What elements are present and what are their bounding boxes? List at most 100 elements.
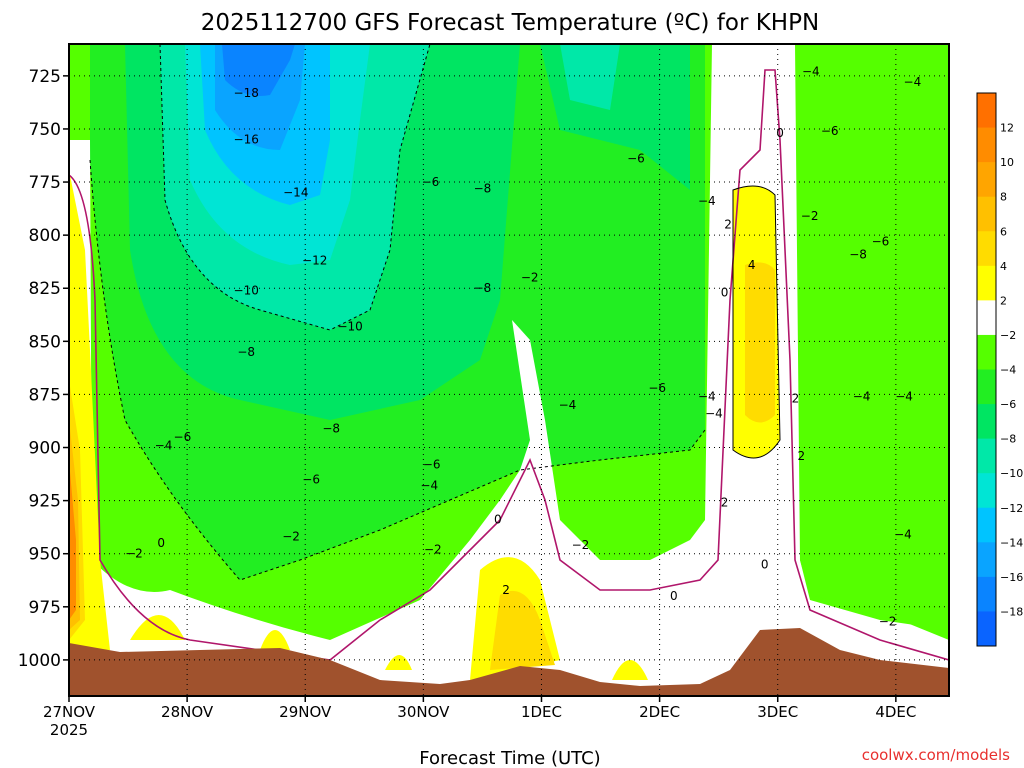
terrain-surface bbox=[69, 628, 949, 696]
contour-label: 0 bbox=[721, 285, 729, 299]
contour-label: 2 bbox=[721, 496, 729, 510]
contour-label: −6 bbox=[648, 381, 666, 395]
contour-labels: −18 −16 −14 −12 −10 −10 −8 −8 −8 −8 −8 −6 −6 −6 −6 −6 −6… bbox=[125, 65, 922, 629]
contour-label: 2 bbox=[502, 583, 510, 597]
grid-lines bbox=[69, 44, 949, 696]
contour-label: 0 bbox=[761, 557, 769, 571]
y-tick-label: 975 bbox=[29, 598, 61, 618]
colorbar-swatch bbox=[977, 438, 996, 474]
colorbar-swatch bbox=[977, 265, 996, 301]
colorbar-label: −6 bbox=[1000, 398, 1016, 411]
contour-label: −6 bbox=[422, 175, 440, 189]
contour-label: −6 bbox=[302, 472, 320, 486]
contour-label: −2 bbox=[125, 547, 143, 561]
x-tick-label: 4DEC bbox=[875, 703, 916, 721]
contour-label: −4 bbox=[894, 528, 912, 542]
y-axis: 725 750 775 800 825 850 875 900 925 950 975 1000 bbox=[18, 67, 69, 671]
contour-label: −4 bbox=[705, 407, 723, 421]
colorbar-swatch bbox=[977, 300, 996, 336]
contour-label: −6 bbox=[627, 152, 645, 166]
contour-label: −4 bbox=[559, 398, 577, 412]
contour-label: −2 bbox=[801, 209, 819, 223]
y-tick-label: 875 bbox=[29, 385, 61, 405]
contour-label: 2 bbox=[798, 449, 806, 463]
colorbar-swatch bbox=[977, 404, 996, 440]
x-tick-label: 3DEC bbox=[757, 703, 798, 721]
contour-label: −4 bbox=[698, 390, 716, 404]
contour-label: 0 bbox=[494, 513, 502, 527]
colorbar-label: 8 bbox=[1000, 191, 1007, 204]
colorbar-swatch bbox=[977, 127, 996, 163]
colorbar-label: −14 bbox=[1000, 536, 1023, 549]
y-tick-label: 725 bbox=[29, 67, 61, 87]
isotherm-plus2 bbox=[732, 185, 781, 459]
contour-label: −10 bbox=[337, 319, 362, 333]
contour-label: −2 bbox=[879, 615, 897, 629]
contour-label: −6 bbox=[174, 430, 192, 444]
contour-label: −4 bbox=[853, 390, 871, 404]
y-tick-label: 950 bbox=[29, 545, 61, 565]
y-tick-label: 925 bbox=[29, 492, 61, 512]
colorbar-swatch bbox=[977, 334, 996, 370]
x-tick-label: 1DEC bbox=[521, 703, 562, 721]
colorbar-label: −12 bbox=[1000, 502, 1023, 515]
y-tick-label: 825 bbox=[29, 279, 61, 299]
colorbar-swatch bbox=[977, 369, 996, 405]
band-minus2-green-east bbox=[795, 44, 949, 640]
contour-label: 0 bbox=[776, 126, 784, 140]
x-tick-label: 29NOV bbox=[279, 703, 332, 721]
colorbar-label: 10 bbox=[1000, 156, 1014, 169]
colorbar-label: −16 bbox=[1000, 571, 1023, 584]
colorbar-swatch bbox=[977, 611, 996, 647]
contour-label: −14 bbox=[283, 186, 308, 200]
contour-label: 4 bbox=[748, 258, 756, 272]
contour-label: −8 bbox=[474, 181, 492, 195]
contour-label: −4 bbox=[155, 438, 173, 452]
plot-frame bbox=[68, 43, 950, 697]
colorbar-swatch bbox=[977, 93, 996, 129]
contour-label: −2 bbox=[572, 538, 590, 552]
chart-title: 2025112700 GFS Forecast Temperature (ºC)… bbox=[201, 10, 819, 36]
contour-label: −18 bbox=[234, 86, 259, 100]
contour-label: −8 bbox=[849, 247, 867, 261]
x-tick-label: 2DEC bbox=[639, 703, 680, 721]
colorbar-swatch bbox=[977, 542, 996, 578]
colorbar-frame bbox=[976, 92, 997, 647]
colorbar-label: −18 bbox=[1000, 605, 1023, 618]
contour-label: −4 bbox=[802, 65, 820, 79]
contour-label: −8 bbox=[474, 281, 492, 295]
contour-label: 0 bbox=[670, 589, 678, 603]
x-axis-label: Forecast Time (UTC) bbox=[419, 748, 600, 768]
band-near-zero bbox=[69, 44, 949, 696]
y-tick-label: 1000 bbox=[18, 651, 61, 671]
contour-label: −6 bbox=[872, 235, 890, 249]
contour-label: 0 bbox=[157, 536, 165, 550]
contour-label: −4 bbox=[420, 479, 438, 493]
contour-label: −6 bbox=[821, 124, 839, 138]
contour-label: −4 bbox=[698, 194, 716, 208]
colorbar-swatch bbox=[977, 196, 996, 232]
contour-label: −4 bbox=[904, 75, 922, 89]
site-credit: coolwx.com/models bbox=[862, 746, 1010, 764]
colorbar-swatch bbox=[977, 162, 996, 198]
contour-label: −4 bbox=[895, 390, 913, 404]
isotherm-minus10 bbox=[159, 44, 431, 331]
contour-label: −10 bbox=[234, 283, 259, 297]
contour-label: 2 bbox=[792, 392, 800, 406]
band-2-to-4 bbox=[69, 170, 780, 680]
x-tick-label: 28NOV bbox=[161, 703, 214, 721]
isotherm-zero bbox=[69, 69, 949, 661]
contour-label: 2 bbox=[724, 218, 732, 232]
x-tick-label: 30NOV bbox=[397, 703, 450, 721]
x-axis: 27NOV 28NOV 29NOV 30NOV 1DEC 2DEC 3DEC 4DEC 2025 bbox=[43, 696, 916, 739]
contour-label: −2 bbox=[282, 530, 300, 544]
contour-label: −8 bbox=[237, 345, 255, 359]
contour-label: −16 bbox=[234, 133, 259, 147]
colorbar-label: −2 bbox=[1000, 329, 1016, 342]
colorbar-label: 6 bbox=[1000, 225, 1007, 238]
colorbar-label: −4 bbox=[1000, 364, 1016, 377]
colorbar-label: 2 bbox=[1000, 294, 1007, 307]
colorbar-label: −8 bbox=[1000, 433, 1016, 446]
colorbar-label: 12 bbox=[1000, 122, 1014, 135]
